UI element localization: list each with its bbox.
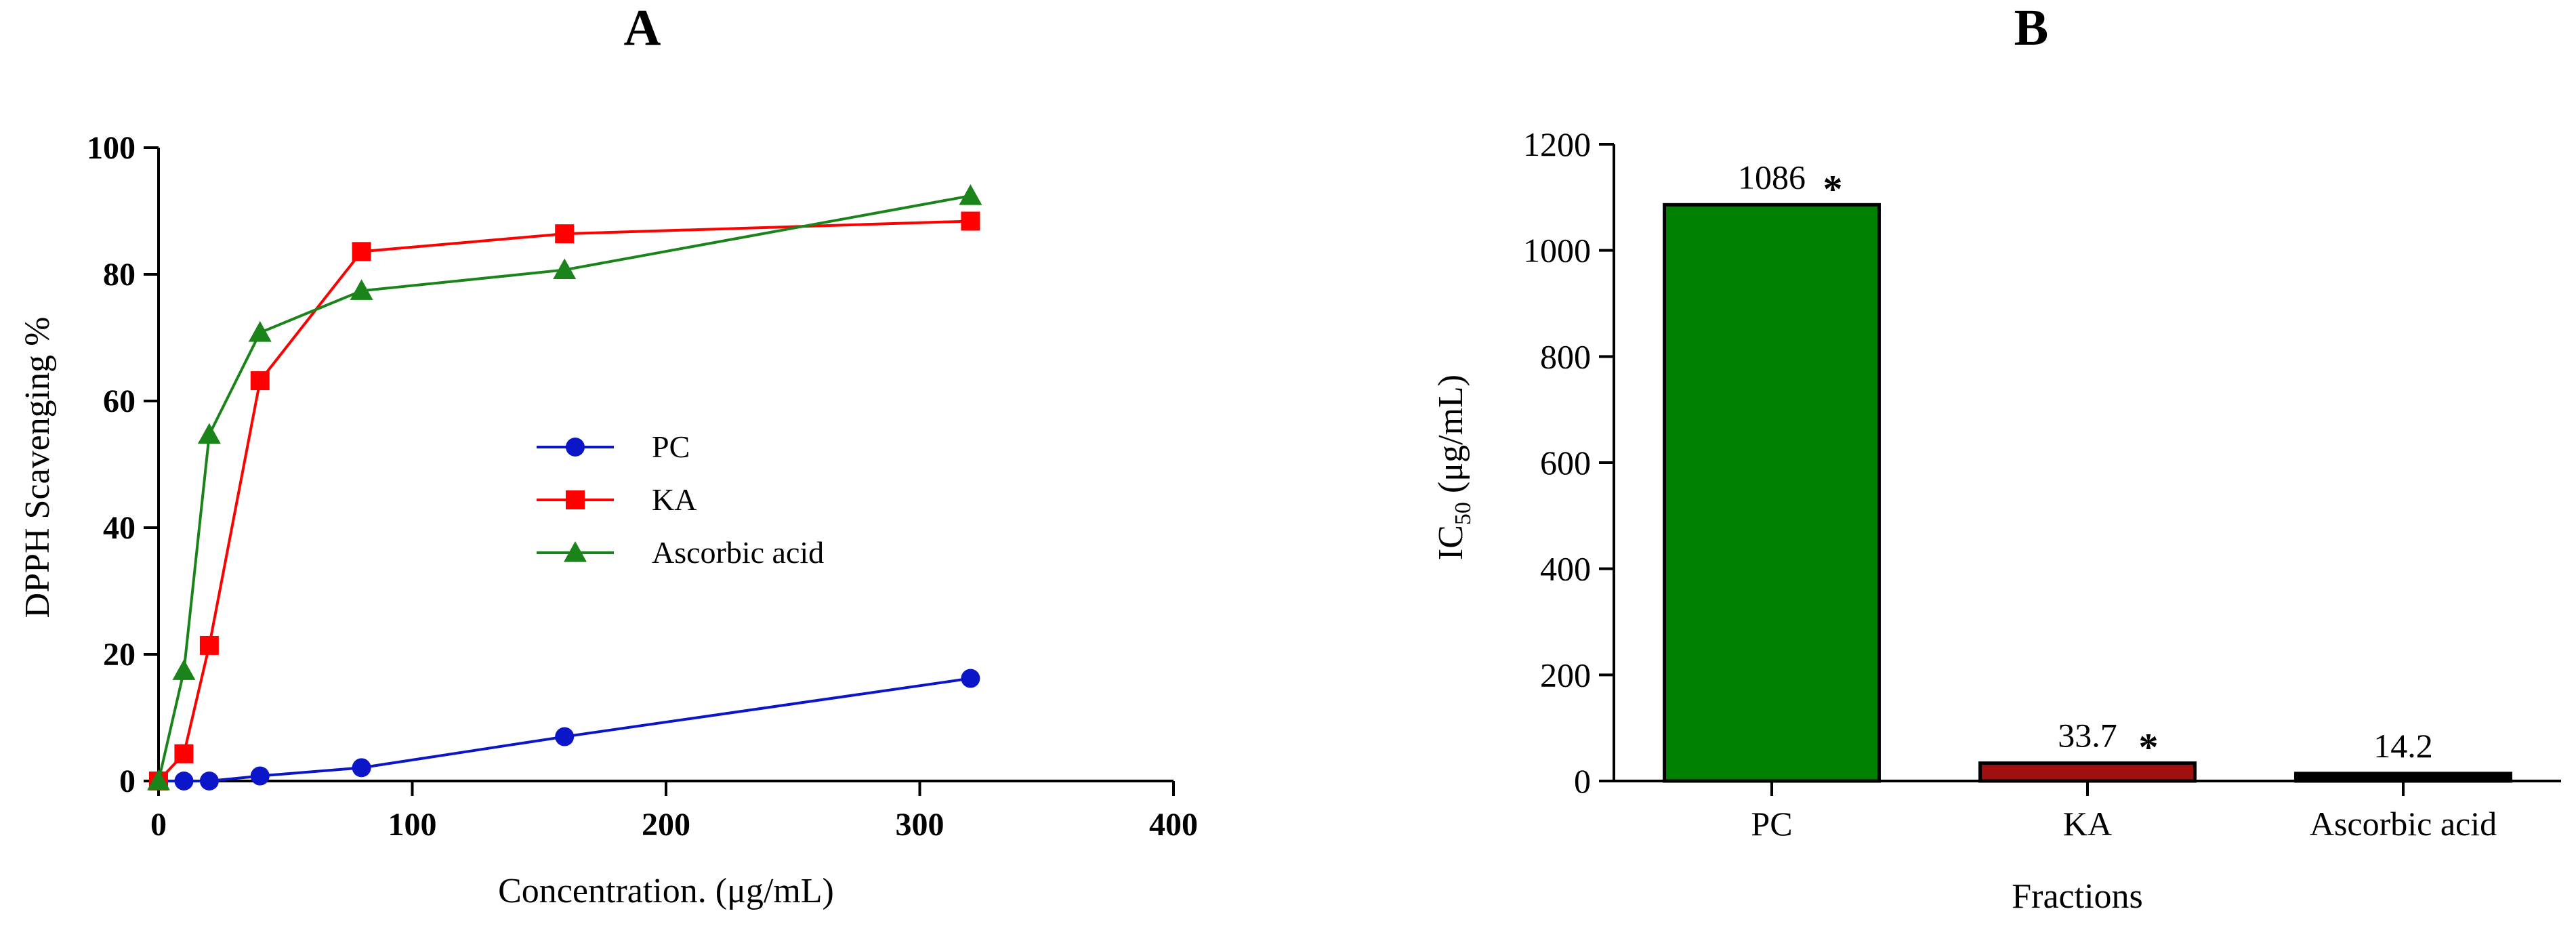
panel-b-x-tick-label: PC <box>1751 805 1792 843</box>
series-pc-point <box>250 766 270 786</box>
panel-a-x-tick-label: 0 <box>150 807 167 843</box>
bar-ka <box>1978 761 2197 783</box>
bar-group-ka: 33.7 * <box>1978 717 2197 783</box>
panel-b-y-axis-label: IC50 (μg/mL) <box>1432 375 1476 560</box>
series-pc-point <box>555 727 575 746</box>
panel-b-x-tick-label: KA <box>2063 805 2112 843</box>
series-ascorbic-acid-line <box>157 194 971 782</box>
legend-item-ka: KA <box>537 482 697 517</box>
panel-b-y-tick-label: 1200 <box>1523 125 1591 163</box>
panel-b-bar-chart: B 0 200 400 600 800 1000 1200 1086 * 33.7 * 14.2 P… <box>1432 0 2561 916</box>
legend-label-ascorbic-acid: Ascorbic acid <box>652 535 824 570</box>
series-ascorbic-acid-point <box>959 184 982 205</box>
panel-b-y-tick-label: 400 <box>1540 550 1591 588</box>
series-ascorbic-acid-point <box>350 279 373 300</box>
panel-a-series <box>147 184 982 790</box>
panel-a-y-tick-label: 100 <box>87 130 136 166</box>
series-pc-point <box>174 772 194 790</box>
series-pc <box>149 669 980 790</box>
panel-a-x-tick-label: 300 <box>896 807 944 843</box>
significance-marker-ka: * <box>2139 725 2159 769</box>
series-ka-point <box>250 371 270 391</box>
legend-item-ascorbic-acid: Ascorbic acid <box>537 535 824 570</box>
series-ascorbic-acid-point <box>197 423 221 444</box>
significance-marker-pc: * <box>1823 167 1843 211</box>
panel-a-title: A <box>624 0 661 56</box>
series-ascorbic-acid <box>147 184 982 790</box>
panel-b-y-tick-label: 600 <box>1540 444 1591 482</box>
series-ascorbic-acid-point <box>553 258 577 280</box>
series-ascorbic-acid-point <box>248 321 272 342</box>
panel-b-y-ticks: 0 200 400 600 800 1000 1200 <box>1523 125 1614 800</box>
panel-a-x-tick-label: 400 <box>1149 807 1198 843</box>
panel-a-legend: PC KA Ascorbic acid <box>537 429 824 570</box>
panel-a-y-tick-label: 40 <box>103 510 136 546</box>
panel-a-x-axis-label: Concentration. (μg/mL) <box>498 872 834 910</box>
bar-group-ascorbic-acid: 14.2 <box>2294 727 2512 783</box>
legend-label-pc: PC <box>652 429 690 464</box>
panel-b-y-tick-label: 800 <box>1540 337 1591 375</box>
panel-b-y-tick-label: 1000 <box>1523 232 1591 270</box>
series-ka-point <box>961 211 980 231</box>
bar-value-label-ka: 33.7 <box>2058 717 2117 755</box>
series-ascorbic-acid-point <box>172 659 196 680</box>
panel-a-y-axis-label: DPPH Scavenging % <box>18 317 57 618</box>
panel-a-x-tick-label: 100 <box>388 807 437 843</box>
series-pc-point <box>961 669 980 688</box>
series-ka-point <box>555 224 575 244</box>
legend-marker-ka <box>566 490 585 509</box>
panel-b-y-axis-label-main: IC <box>1432 525 1470 560</box>
panel-b-y-tick-label: 0 <box>1574 762 1591 800</box>
bar-value-label-ascorbic-acid: 14.2 <box>2373 727 2433 765</box>
bar-pc <box>1663 203 1881 783</box>
legend-marker-ascorbic-acid <box>564 541 587 562</box>
panel-b-y-axis-label-rest: (μg/mL) <box>1432 375 1470 502</box>
series-ka-point <box>352 242 371 261</box>
series-ascorbic-acid-point <box>147 769 170 790</box>
panel-b-title: B <box>2014 0 2049 56</box>
panel-b-x-ticks: PC KA Ascorbic acid <box>1751 781 2497 843</box>
panel-b-y-axis-label-sub: 50 <box>1451 502 1476 525</box>
panel-b-bars: 1086 * 33.7 * 14.2 <box>1663 158 2512 783</box>
panel-a-y-tick-label: 60 <box>103 383 136 419</box>
panel-b-x-tick-label: Ascorbic acid <box>2310 805 2497 843</box>
legend-label-ka: KA <box>652 482 697 517</box>
panel-a-y-tick-label: 20 <box>103 637 136 673</box>
series-pc-point <box>199 772 219 790</box>
bar-group-pc: 1086 * <box>1663 158 1881 783</box>
panel-a-line-chart: A 0 20 40 60 80 100 0 100 200 300 400 DPPH Scaven… <box>18 0 1198 910</box>
series-ka-point <box>174 744 194 763</box>
panel-a-y-ticks: 0 20 40 60 80 100 <box>87 130 159 799</box>
panel-a-x-tick-label: 200 <box>642 807 690 843</box>
panel-b-x-axis-label: Fractions <box>2012 877 2143 916</box>
legend-item-pc: PC <box>537 429 690 464</box>
panel-a-x-ticks: 0 100 200 300 400 <box>150 781 1198 843</box>
bar-value-label-pc: 1086 <box>1738 158 1806 196</box>
legend-marker-pc <box>566 438 585 457</box>
bar-ascorbic-acid <box>2294 772 2512 783</box>
panel-a-y-tick-label: 80 <box>103 257 136 293</box>
series-ka-point <box>199 635 219 655</box>
panel-b-y-tick-label: 200 <box>1540 656 1591 694</box>
series-pc-point <box>352 758 371 778</box>
panel-a-y-tick-label: 0 <box>119 763 136 799</box>
